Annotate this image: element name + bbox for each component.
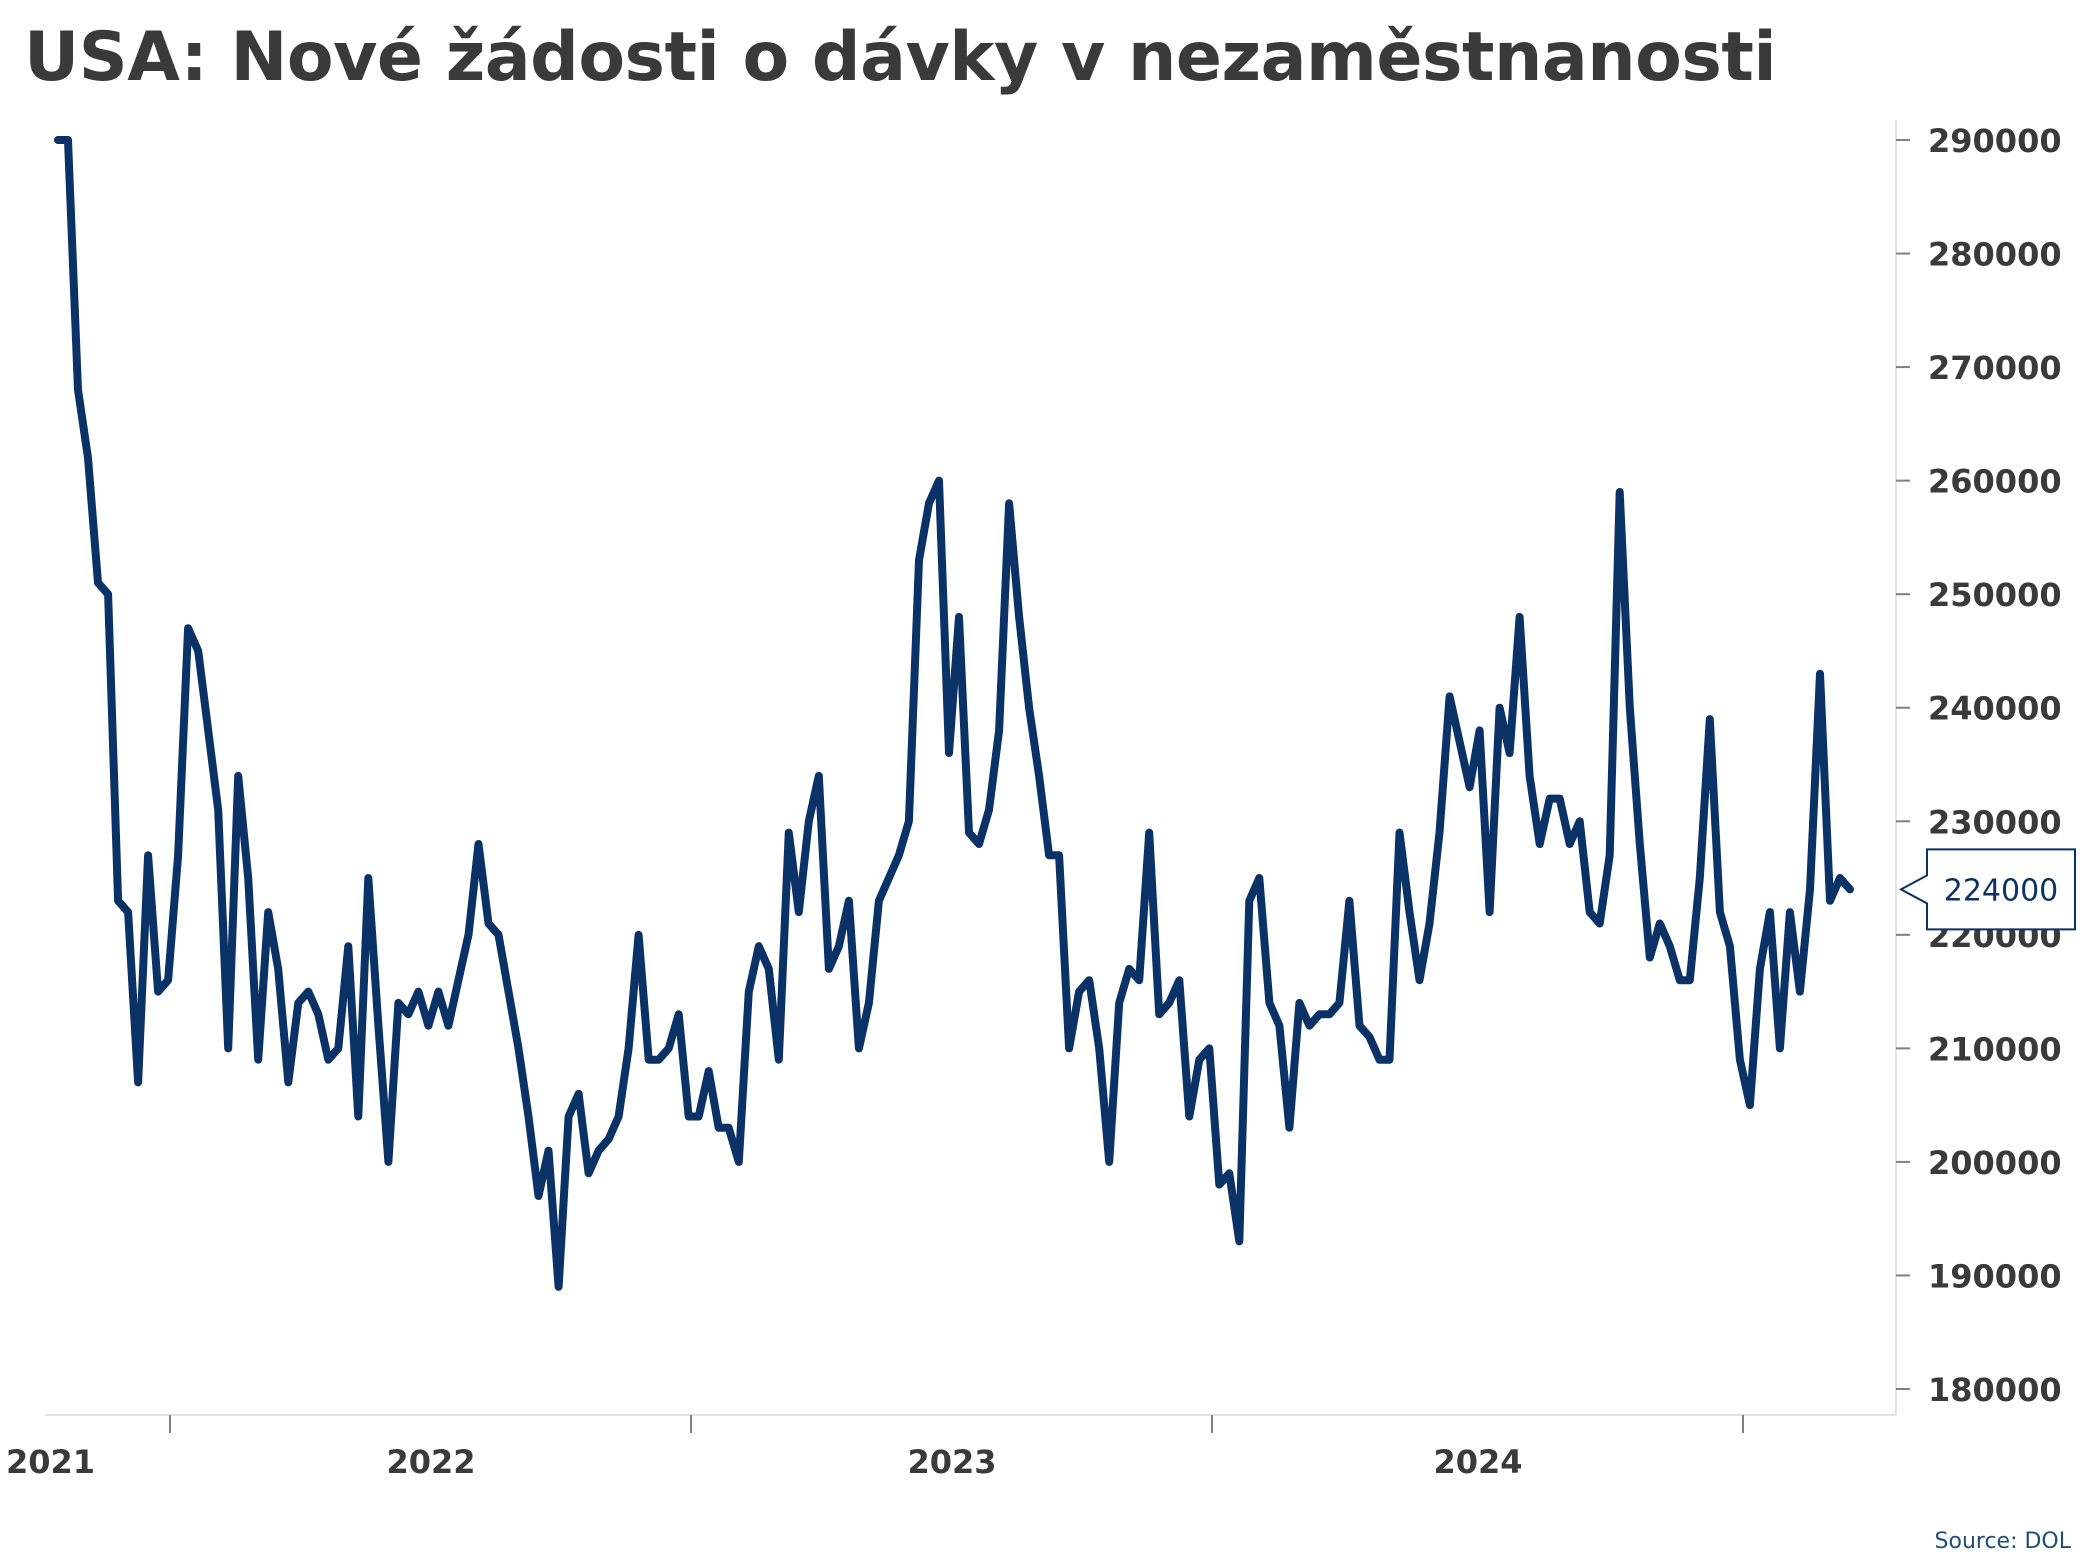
x-tick-label: 2022 — [386, 1443, 475, 1481]
chart-title: USA: Nové žádosti o dávky v nezaměstnano… — [24, 18, 1777, 97]
x-tick-label: 2024 — [1433, 1443, 1522, 1481]
y-tick-label: 290000 — [1928, 122, 2062, 160]
plot-area — [54, 136, 1854, 1291]
y-tick-label: 210000 — [1928, 1030, 2062, 1068]
source-note: Source: DOL — [1934, 1529, 2071, 1554]
series-line — [54, 136, 1854, 1291]
y-tick-label: 250000 — [1928, 576, 2062, 614]
y-tick-label: 190000 — [1928, 1257, 2062, 1295]
y-tick-label: 200000 — [1928, 1144, 2062, 1182]
callout-box — [1898, 848, 2076, 931]
x-tick-label: 2023 — [907, 1443, 996, 1481]
y-tick-label: 260000 — [1928, 463, 2062, 501]
y-tick-label: 280000 — [1928, 236, 2062, 274]
y-tick-label: 180000 — [1928, 1371, 2062, 1409]
x-tick-label: 2021 — [6, 1443, 95, 1481]
axes-group: 1800001900002000002100002200002300002400… — [6, 120, 2062, 1481]
last-value-callout: 224000 — [1898, 848, 2076, 931]
y-tick-label: 270000 — [1928, 349, 2062, 387]
last-value-label: 224000 — [1944, 873, 2059, 908]
y-tick-label: 240000 — [1928, 690, 2062, 728]
y-tick-label: 230000 — [1928, 803, 2062, 841]
